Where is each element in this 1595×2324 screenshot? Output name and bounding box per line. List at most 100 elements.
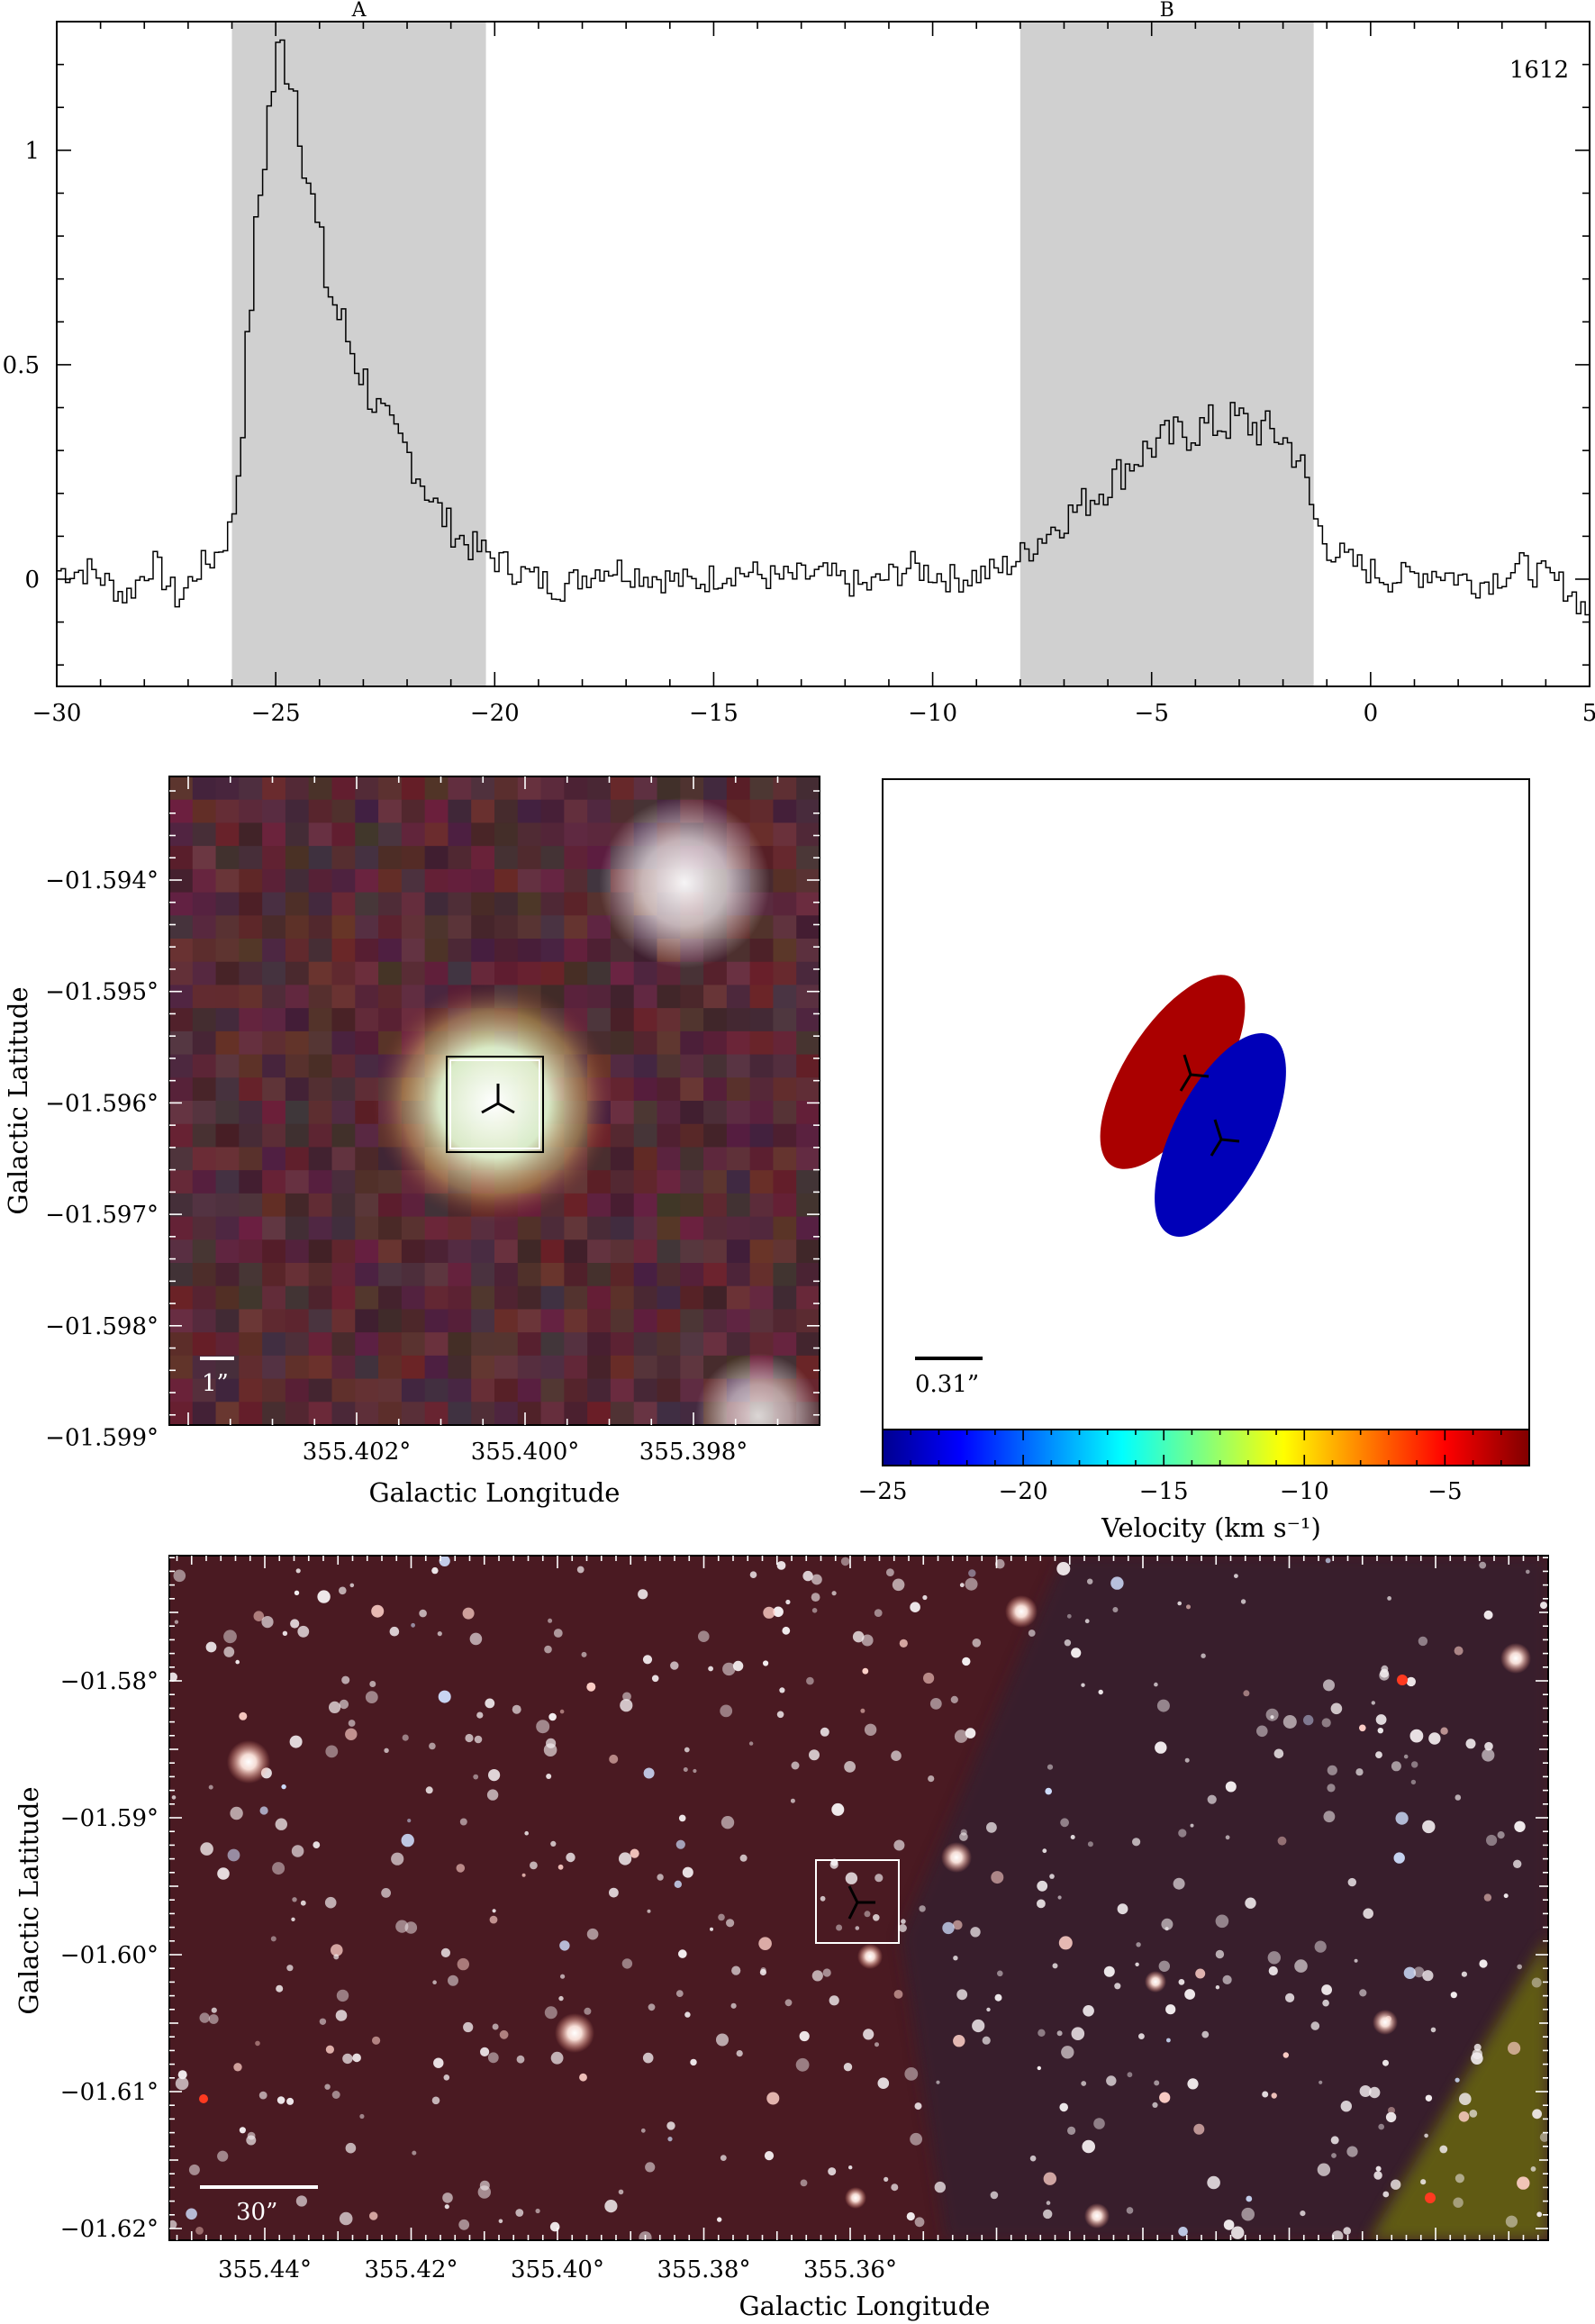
zoom-pixel	[448, 1355, 472, 1380]
star	[809, 1749, 820, 1761]
zoom-pixel	[262, 1170, 286, 1194]
star	[802, 1570, 813, 1582]
zoom-pixel	[331, 1378, 356, 1403]
zoom-pixel	[680, 1077, 704, 1102]
star	[953, 1920, 963, 1930]
zoom-pixel	[726, 1309, 751, 1333]
star	[1117, 1903, 1128, 1915]
zoom-pixel	[680, 1123, 704, 1148]
region-label-b: B	[1160, 0, 1174, 22]
star	[319, 2018, 327, 2025]
star	[584, 2007, 592, 2015]
star	[667, 2137, 673, 2142]
zoom-pixel	[657, 1170, 681, 1194]
zoom-pixel	[378, 1263, 403, 1287]
star	[239, 2127, 246, 2134]
zoom-pixel	[610, 1378, 635, 1403]
star	[1215, 1985, 1220, 1990]
zoom-pixel	[564, 1285, 588, 1311]
zoom-pixel	[215, 985, 240, 1009]
zoom-pixel	[215, 799, 240, 824]
zoom-pixel	[355, 1378, 379, 1403]
zoom-pixel	[169, 1008, 194, 1032]
star	[811, 1970, 823, 1982]
zoom-pixel	[355, 1355, 379, 1380]
zoom-pixel	[494, 1239, 519, 1264]
star	[336, 1989, 349, 2002]
zoom-pixel	[657, 1239, 681, 1264]
star	[1517, 2176, 1530, 2190]
star	[1422, 1970, 1434, 1982]
star	[936, 2080, 940, 2084]
zoom-pixel	[564, 1402, 588, 1425]
zoom-pixel	[192, 1008, 217, 1032]
zoom-pixel	[215, 1054, 240, 1078]
zoom-pixel	[192, 939, 217, 963]
zoom-pixel	[424, 1378, 449, 1403]
zoom-pixel	[285, 1123, 310, 1148]
zoom-pixel	[169, 799, 194, 824]
zoom-pixel	[331, 1193, 356, 1218]
zoom-pixel	[308, 1263, 333, 1287]
zoom-pixel	[517, 846, 542, 870]
zoom-pixel	[633, 1030, 658, 1056]
zoom-pixel	[378, 892, 403, 916]
star	[1355, 1768, 1364, 1776]
star	[693, 1768, 697, 1774]
spectrum-line	[57, 39, 1590, 616]
zoom-pixel	[331, 1123, 356, 1148]
star	[1346, 2146, 1358, 2157]
star	[1321, 1718, 1331, 1728]
zoom-pixel	[773, 1193, 797, 1218]
zoom-pixel	[355, 1402, 379, 1425]
star	[223, 1647, 235, 1657]
star	[339, 1699, 349, 1710]
star	[995, 1558, 1005, 1569]
zoom-box-inner	[449, 1059, 540, 1149]
spectrum-x-tick-label: −25	[251, 700, 301, 727]
star	[720, 1816, 735, 1829]
zoom-image-panel: 1” −01.594°−01.595°−01.596°−01.597°−01.5…	[3, 776, 820, 1508]
zoom-pixel	[610, 985, 635, 1009]
zoom-pixel	[796, 1332, 820, 1357]
zoom-pixel	[633, 1263, 658, 1287]
star	[1285, 1993, 1295, 2002]
star	[473, 1774, 479, 1780]
zoom-pixel	[331, 939, 356, 963]
zoom-source-glow	[372, 981, 615, 1224]
star	[1201, 2030, 1210, 2038]
zoom-pixel	[169, 961, 194, 986]
zoom-pixel	[610, 1239, 635, 1264]
zoom-pixel	[169, 1309, 194, 1333]
zoom-pixel	[378, 961, 403, 986]
zoom-pixel	[703, 1263, 728, 1287]
zoom-x-axis-label: Galactic Longitude	[369, 1477, 621, 1508]
zoom-pixel	[169, 1123, 194, 1148]
zoom-pixel	[680, 1309, 704, 1333]
zoom-pixel	[169, 868, 194, 894]
zoom-pixel	[285, 961, 310, 986]
zoom-pixel	[308, 1332, 333, 1357]
star	[439, 1556, 450, 1566]
zoom-pixel	[401, 1402, 426, 1425]
star	[1430, 2027, 1436, 2033]
zoom-pixel	[726, 1054, 751, 1078]
region-label-a: A	[351, 0, 367, 22]
zoom-pixel	[703, 1008, 728, 1032]
zoom-pixel	[726, 1170, 751, 1194]
zoom-pixel	[215, 1170, 240, 1194]
zoom-pixel	[517, 1263, 542, 1287]
star	[1482, 1748, 1495, 1762]
star	[1403, 1966, 1417, 1979]
zoom-pixel	[424, 1263, 449, 1287]
zoom-pixel	[308, 846, 333, 870]
star	[962, 1657, 971, 1666]
zoom-pixel	[587, 1402, 612, 1425]
zoom-pixel	[680, 1355, 704, 1380]
star	[720, 2155, 727, 2162]
star	[476, 1711, 484, 1719]
star	[1382, 2191, 1390, 2198]
zoom-pixel	[494, 1378, 519, 1403]
zoom-pixel	[215, 1077, 240, 1102]
star	[521, 1873, 526, 1877]
